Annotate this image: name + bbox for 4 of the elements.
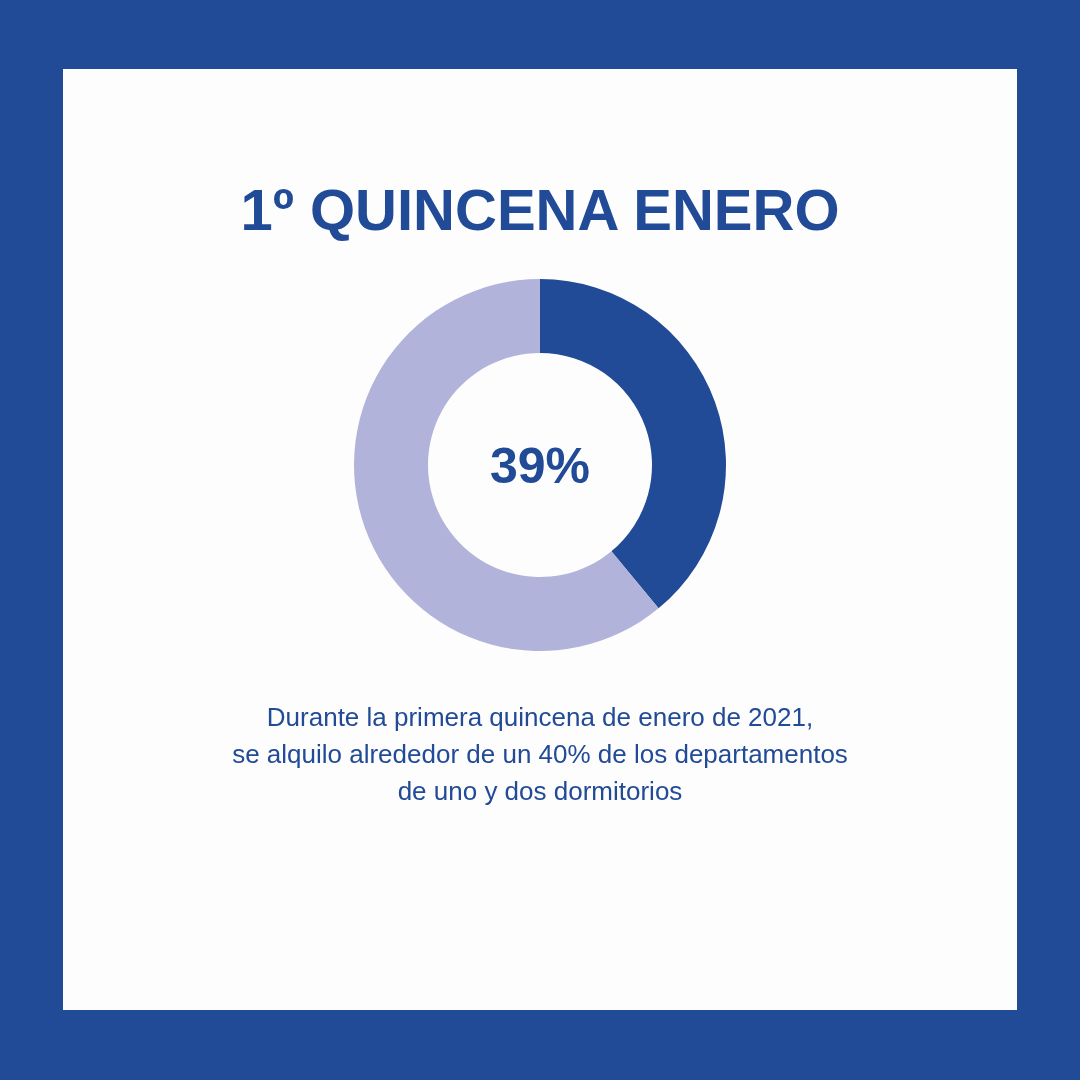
text: 39% (489, 437, 591, 494)
chart-title: 1º QUINCENA ENERO (240, 177, 840, 242)
donut-slice (354, 279, 659, 651)
text: Durante la primera quincena de enero de 2021, se alquilo alrededor de un 40% de los departamentos de uno y dos dormitorios (232, 702, 848, 806)
